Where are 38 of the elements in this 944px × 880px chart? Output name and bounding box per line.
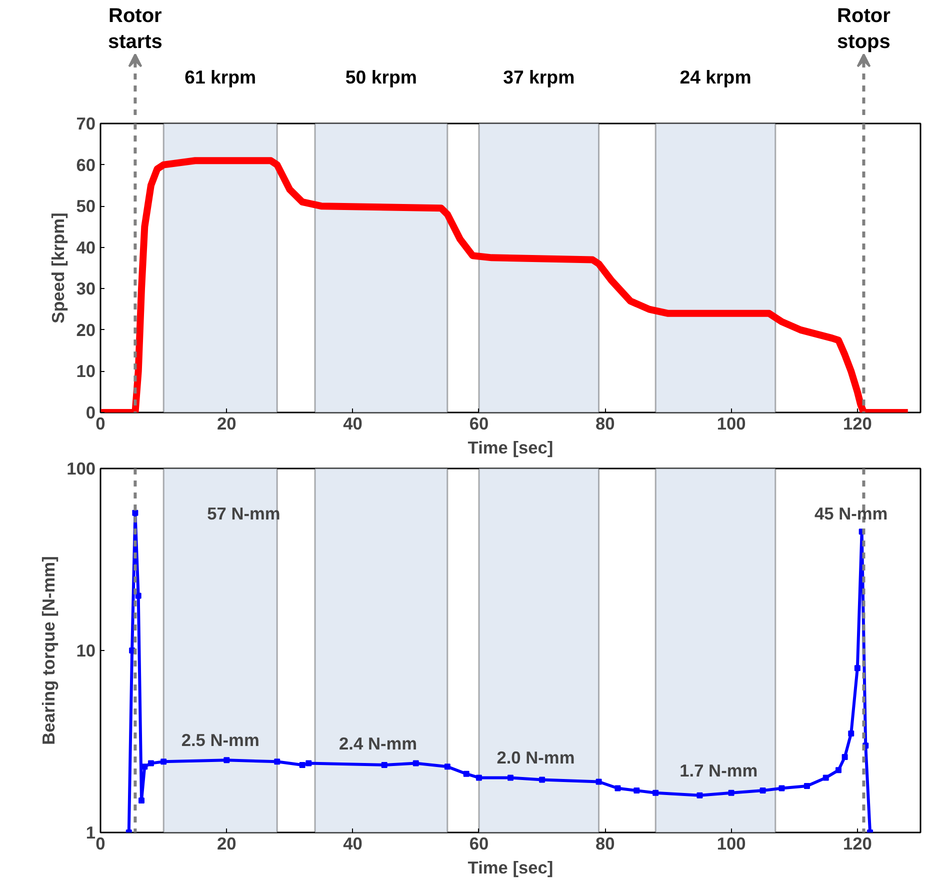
x-tick-label: 120 xyxy=(842,414,872,434)
annotation: 2.5 N-mm xyxy=(181,730,260,750)
band-label: 24 krpm xyxy=(680,66,752,88)
annotation: 2.4 N-mm xyxy=(339,733,418,754)
y-tick-label: 60 xyxy=(76,154,96,175)
y-tick-label: 70 xyxy=(76,114,96,134)
x-axis-title: Time [sec] xyxy=(468,858,554,878)
x-tick-label: 80 xyxy=(595,414,615,434)
y-tick-label: 20 xyxy=(76,320,96,340)
band-label: 61 krpm xyxy=(184,66,256,88)
x-tick-label: 40 xyxy=(343,834,362,854)
x-tick-label: 80 xyxy=(595,834,615,854)
y-tick-label: 100 xyxy=(66,458,96,478)
x-tick-label: 60 xyxy=(469,414,489,434)
x-tick-label: 120 xyxy=(842,834,872,854)
y-tick-label: 30 xyxy=(76,278,96,299)
y-tick-label: 10 xyxy=(76,640,96,660)
annotation: 57 N-mm xyxy=(207,504,280,524)
x-axis-title: Time [sec] xyxy=(468,438,554,458)
y-axis-title: Bearing torque [N-mm] xyxy=(38,556,59,745)
x-tick-label: 20 xyxy=(217,834,236,854)
y-tick-label: 10 xyxy=(76,361,96,382)
ref-line-label: Rotor stops xyxy=(837,4,891,54)
annotation: 45 N-mm xyxy=(814,504,888,524)
annotation: 2.0 N-mm xyxy=(496,748,575,768)
y-tick-label: 1 xyxy=(86,822,96,842)
band-label: 50 krpm xyxy=(345,66,417,88)
band-label: 37 krpm xyxy=(503,66,575,88)
y-tick-label: 40 xyxy=(76,237,96,258)
ref-line-label: Rotor starts xyxy=(108,4,162,54)
annotation: 1.7 N-mm xyxy=(680,760,758,781)
y-axis-title: Speed [krpm] xyxy=(48,212,68,324)
x-tick-label: 40 xyxy=(343,414,362,434)
x-tick-label: 60 xyxy=(469,834,489,854)
x-tick-label: 100 xyxy=(716,834,746,854)
x-tick-label: 100 xyxy=(716,414,746,434)
x-tick-label: 20 xyxy=(217,414,236,434)
y-tick-label: 50 xyxy=(76,196,96,216)
